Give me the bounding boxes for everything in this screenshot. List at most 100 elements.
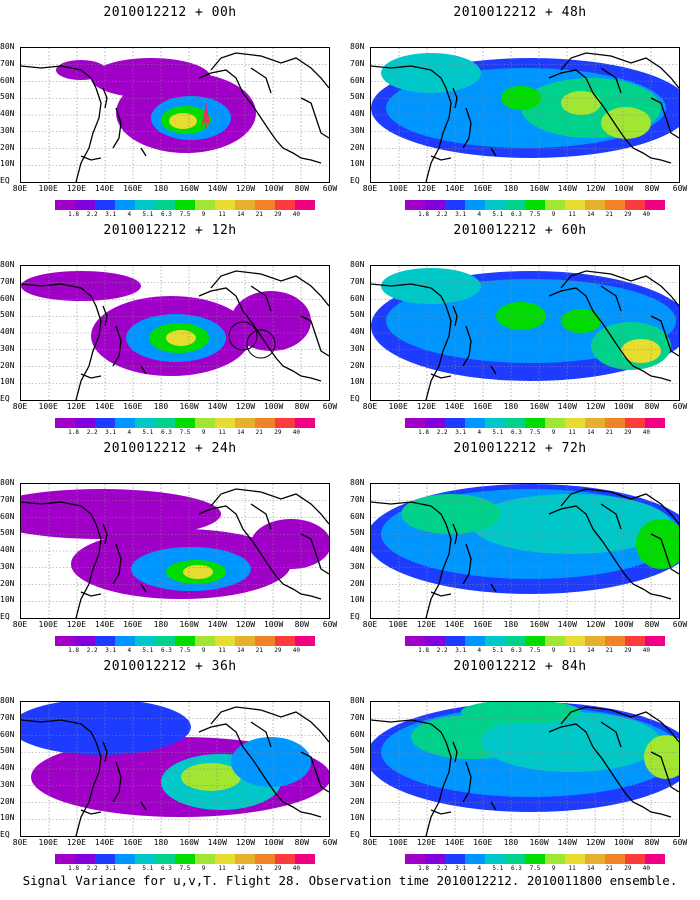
colorbar-label: 1.8 bbox=[418, 211, 429, 218]
colorbar-label: 3.1 bbox=[455, 865, 467, 872]
colorbar-swatch bbox=[425, 854, 445, 864]
coastline bbox=[600, 285, 622, 312]
coastline bbox=[112, 761, 122, 803]
x-tick-label: 60W bbox=[672, 620, 688, 629]
colorbar bbox=[405, 636, 665, 646]
colorbar-swatch bbox=[465, 200, 485, 210]
coastline bbox=[452, 741, 458, 763]
colorbar-label: 7.5 bbox=[179, 211, 191, 218]
coastline bbox=[371, 501, 452, 618]
x-tick-label: 100W bbox=[263, 184, 284, 193]
colorbar-swatch bbox=[115, 418, 135, 428]
y-tick-label: 10N bbox=[0, 813, 15, 823]
y-tick-label: 30N bbox=[350, 779, 365, 789]
colorbar-swatch bbox=[465, 854, 485, 864]
map-svg bbox=[21, 484, 329, 618]
x-tick-label: 80W bbox=[644, 620, 660, 629]
map-svg bbox=[371, 266, 679, 400]
colorbar-swatch bbox=[175, 418, 195, 428]
x-tick-label: 160W bbox=[529, 620, 549, 629]
x-tick-label: 160E bbox=[123, 838, 143, 847]
colorbar-label: 7.5 bbox=[179, 647, 191, 654]
x-tick-label: 80E bbox=[362, 838, 378, 847]
x-tick-label: 80W bbox=[294, 402, 310, 411]
colorbar-label: 14 bbox=[587, 865, 595, 872]
colorbar-label: 21 bbox=[255, 429, 263, 436]
colorbar-labels: 1.8 2.2 3.1 4 5.1 6.3 7.5 9 11 14 21 29 40 bbox=[405, 429, 665, 437]
colorbar-label: 11 bbox=[568, 211, 576, 218]
colorbar-swatch bbox=[625, 200, 645, 210]
coastline bbox=[490, 583, 497, 593]
colorbar-label: 9 bbox=[551, 865, 556, 872]
variance-contour bbox=[231, 291, 311, 351]
colorbar-swatch bbox=[425, 636, 445, 646]
x-tick-label: 60W bbox=[672, 402, 688, 411]
chart-panel-p24: 2010012212 + 24h 80N 70N 60N 50N 40N 30N 20N 10N… bbox=[0, 441, 340, 656]
variance-contour bbox=[561, 309, 601, 333]
x-tick-label: 160E bbox=[123, 402, 143, 411]
colorbar-label: 5.1 bbox=[142, 647, 154, 654]
x-tick-label: 100W bbox=[613, 402, 634, 411]
colorbar-label: 14 bbox=[237, 865, 245, 872]
y-tick-label: EQ bbox=[0, 176, 10, 185]
colorbar-swatch bbox=[645, 854, 665, 864]
coastline bbox=[650, 97, 679, 139]
colorbar-label: 2.2 bbox=[86, 865, 98, 872]
colorbar-label: 21 bbox=[255, 865, 263, 872]
y-axis-labels: 80N 70N 60N 50N 40N 30N 20N 10N EQ bbox=[350, 261, 370, 403]
x-tick-label: 160W bbox=[179, 184, 199, 193]
x-tick-label: 120E bbox=[66, 184, 86, 193]
colorbar-swatch bbox=[465, 636, 485, 646]
x-tick-label: 180 bbox=[153, 620, 169, 629]
colorbar-swatch bbox=[445, 854, 465, 864]
colorbar-swatch bbox=[155, 854, 175, 864]
colorbar-label: 40 bbox=[642, 429, 651, 436]
colorbar-label: 21 bbox=[605, 865, 613, 872]
panel-title: 2010012212 + 24h bbox=[103, 441, 237, 456]
x-tick-label: 80E bbox=[362, 402, 378, 411]
coastline bbox=[198, 69, 322, 164]
colorbar-label: 4 bbox=[477, 647, 482, 654]
variance-contour bbox=[561, 91, 601, 115]
map-plot bbox=[370, 47, 680, 183]
variance-contour bbox=[183, 565, 213, 579]
x-tick-label: 80W bbox=[644, 402, 660, 411]
x-tick-label: 100E bbox=[388, 620, 408, 629]
colorbar-label: 6.3 bbox=[511, 211, 522, 218]
y-tick-label: 30N bbox=[350, 343, 365, 353]
colorbar-label: 21 bbox=[255, 647, 263, 654]
x-tick-label: 160W bbox=[179, 838, 199, 847]
colorbar-swatch bbox=[405, 200, 425, 210]
colorbar-label: 3.1 bbox=[105, 865, 117, 872]
x-tick-label: 120W bbox=[585, 838, 606, 847]
y-axis-labels: 80N 70N 60N 50N 40N 30N 20N 10N EQ bbox=[350, 43, 370, 185]
coastline bbox=[112, 107, 122, 149]
x-tick-label: 80E bbox=[12, 184, 28, 193]
coastline bbox=[80, 809, 102, 815]
y-tick-label: 50N bbox=[350, 310, 365, 320]
chart-panel-p36: 2010012212 + 36h 80N 70N 60N 50N 40N 30N 20N 10N… bbox=[0, 659, 340, 874]
y-tick-label: EQ bbox=[350, 394, 360, 403]
variance-contour bbox=[21, 702, 191, 755]
colorbar-swatch bbox=[585, 854, 605, 864]
flight-track-marker bbox=[201, 103, 211, 128]
colorbar-swatch bbox=[505, 854, 525, 864]
variance-contour bbox=[601, 107, 651, 139]
colorbar-swatch bbox=[545, 636, 565, 646]
variance-contour bbox=[501, 86, 541, 110]
y-tick-label: EQ bbox=[0, 394, 10, 403]
coastline bbox=[452, 87, 458, 109]
colorbar-swatch bbox=[485, 854, 505, 864]
x-tick-label: 80E bbox=[12, 402, 28, 411]
colorbar-label: 2.2 bbox=[436, 647, 448, 654]
coastline bbox=[650, 533, 679, 575]
y-tick-label: 20N bbox=[350, 142, 365, 152]
x-tick-label: 100W bbox=[263, 402, 284, 411]
coastline bbox=[490, 365, 497, 375]
y-tick-label: 10N bbox=[350, 595, 365, 605]
coastline bbox=[300, 97, 329, 139]
colorbar-swatch bbox=[445, 418, 465, 428]
colorbar-label: 1.8 bbox=[68, 211, 79, 218]
x-tick-label: 140W bbox=[207, 620, 227, 629]
coastline bbox=[650, 315, 679, 357]
